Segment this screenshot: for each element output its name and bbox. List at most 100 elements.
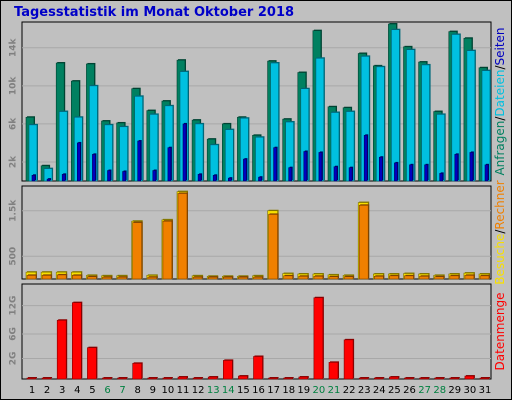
bar-seiten-day-28 [439, 172, 444, 182]
bar-seiten-day-4 [77, 141, 82, 182]
bar-datenmenge-day-24 [373, 377, 385, 380]
bar-seiten-day-20 [318, 151, 323, 182]
bar-rechner-day-27 [419, 275, 430, 280]
x-tick-label-day-11: 11 [177, 385, 190, 396]
bar-dateien-day-25 [391, 28, 401, 182]
bar-datenmenge-day-17 [268, 377, 279, 380]
side-label-part: Besuche [493, 234, 507, 285]
bar-datenmenge-day-18 [283, 377, 294, 380]
bar-seiten-day-8 [137, 140, 142, 182]
x-tick-label-day-30: 30 [464, 385, 477, 396]
panel-volume: 2G 6G 12G Datenmenge [9, 283, 507, 380]
bar-datenmenge-day-2 [41, 377, 53, 380]
panel-visits: 500 1.5k Besuche/Rechner [9, 180, 507, 284]
x-tick-label-day-2: 2 [44, 385, 50, 396]
bar-seiten-day-21 [333, 165, 338, 182]
bar-rechner-day-23 [358, 204, 370, 280]
y-tick-label: 2k [9, 155, 19, 168]
x-tick-label-day-24: 24 [373, 385, 386, 396]
side-label-part: / [493, 116, 507, 121]
bar-dateien-day-26 [406, 48, 416, 182]
x-tick-label-day-28: 28 [433, 385, 446, 396]
x-tick-label-day-19: 19 [297, 385, 310, 396]
bar-rechner-day-26 [404, 274, 415, 280]
bar-rechner-day-22 [343, 275, 355, 280]
bar-seiten-day-13 [212, 174, 218, 182]
bar-datenmenge-day-23 [358, 377, 370, 380]
x-tick-label-day-22: 22 [343, 385, 356, 396]
bar-seiten-day-7 [122, 170, 127, 182]
x-tick-label-day-26: 26 [403, 385, 416, 396]
chart-title: Tagesstatistik im Monat Oktober 2018 [14, 5, 295, 20]
panel-background [21, 185, 492, 280]
bar-datenmenge-day-11 [177, 376, 188, 380]
x-tick-label-day-21: 21 [328, 385, 341, 396]
bar-seiten-day-3 [61, 173, 67, 182]
bar-rechner-day-12 [192, 276, 204, 280]
x-tick-label-day-12: 12 [192, 385, 205, 396]
x-tick-label-day-8: 8 [135, 385, 141, 396]
bar-seiten-day-22 [348, 166, 354, 182]
bar-seiten-day-23 [363, 134, 369, 182]
bar-seiten-day-5 [92, 153, 97, 182]
bar-dateien-day-14 [225, 128, 235, 182]
x-tick-label-day-5: 5 [89, 385, 95, 396]
bar-seiten-day-18 [288, 166, 293, 182]
bar-seiten-day-1 [31, 174, 36, 182]
bar-datenmenge-day-8 [132, 362, 143, 380]
bar-rechner-day-20 [313, 275, 324, 280]
bar-seiten-day-11 [182, 122, 187, 182]
bar-rechner-day-17 [268, 213, 279, 280]
y-tick-label: 6k [9, 117, 19, 130]
bar-dateien-day-3 [58, 110, 69, 182]
bar-dateien-day-1 [28, 123, 38, 182]
bar-rechner-day-31 [479, 274, 490, 280]
x-tick-label-day-31: 31 [479, 385, 492, 396]
bar-rechner-day-10 [162, 220, 173, 280]
bar-seiten-day-15 [243, 158, 248, 182]
bar-dateien-day-27 [421, 63, 431, 182]
bar-rechner-day-1 [26, 274, 37, 280]
bar-datenmenge-day-26 [404, 377, 415, 380]
y-tick-label: 6G [9, 327, 19, 341]
bar-seiten-day-24 [378, 156, 384, 182]
bar-rechner-day-16 [253, 276, 264, 280]
bar-datenmenge-day-28 [434, 377, 445, 380]
x-tick-label-day-15: 15 [237, 385, 250, 396]
bar-seiten-day-12 [197, 173, 203, 182]
x-tick-label-day-9: 9 [150, 385, 156, 396]
bar-datenmenge-day-22 [343, 338, 355, 380]
bar-datenmenge-day-5 [87, 346, 98, 380]
side-label-part: Seiten [493, 27, 507, 65]
bar-rechner-day-19 [298, 275, 309, 280]
y-tick-label: 500 [9, 247, 19, 266]
bar-rechner-day-2 [41, 274, 53, 280]
bar-rechner-day-8 [132, 221, 143, 280]
bar-datenmenge-day-7 [117, 377, 128, 380]
bar-rechner-day-5 [87, 275, 98, 280]
bar-seiten-day-16 [258, 176, 263, 182]
y-tick-label: 1.5k [9, 199, 19, 222]
bar-datenmenge-day-4 [72, 301, 83, 380]
bar-datenmenge-day-27 [419, 377, 430, 380]
bar-rechner-day-30 [464, 274, 475, 280]
x-tick-label-day-6: 6 [104, 385, 110, 396]
bar-rechner-day-4 [72, 274, 83, 280]
bar-datenmenge-day-3 [56, 319, 68, 380]
bar-datenmenge-day-15 [238, 375, 249, 380]
bar-datenmenge-day-9 [147, 377, 158, 380]
bar-rechner-day-3 [56, 273, 68, 280]
bar-seiten-day-25 [394, 161, 399, 182]
side-label-visits: Besuche/Rechner [493, 180, 507, 284]
y-tick-label: 10k [9, 76, 19, 96]
bar-datenmenge-day-20 [313, 296, 324, 380]
x-tick-label-day-17: 17 [267, 385, 280, 396]
bar-dateien-day-16 [255, 136, 265, 182]
bar-rechner-day-7 [117, 276, 128, 280]
bar-rechner-day-9 [147, 276, 158, 280]
x-tick-label-day-18: 18 [282, 385, 295, 396]
x-tick-label-day-10: 10 [162, 385, 175, 396]
bar-rechner-day-24 [373, 275, 385, 280]
